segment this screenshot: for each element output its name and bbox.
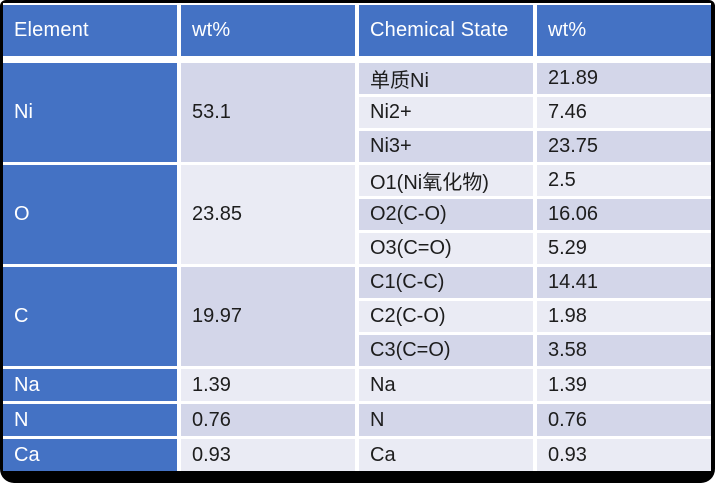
state-cell: O1(Ni氧化物): [359, 165, 533, 196]
state-wt-cell: 5.29: [537, 233, 711, 264]
element-wt-cell-na: 1.39: [181, 369, 355, 401]
state-wt-cell: 14.41: [537, 267, 711, 298]
header-element: Element: [3, 5, 177, 56]
state-cell: 单质Ni: [359, 63, 533, 94]
state-wt-cell: 23.75: [537, 131, 711, 162]
table-panel: Element wt% Chemical State wt% Ni O C Na…: [3, 3, 711, 471]
state-cell: O2(C-O): [359, 199, 533, 230]
state-wt-cell: 1.98: [537, 301, 711, 332]
state-cell: Na: [359, 369, 533, 401]
header-wt-left: wt%: [181, 5, 355, 56]
state-wt-cell: 1.39: [537, 369, 711, 401]
state-cell: C2(C-O): [359, 301, 533, 332]
element-cell-ni: Ni: [3, 63, 177, 162]
element-wt-cell-ni: 53.1: [181, 63, 355, 162]
state-cell: N: [359, 404, 533, 436]
table-header-row: Element wt% Chemical State wt%: [3, 5, 711, 56]
element-wt-cell-o: 23.85: [181, 165, 355, 264]
state-wt-cell: 0.76: [537, 404, 711, 436]
state-wt-cell: 16.06: [537, 199, 711, 230]
state-cell: O3(C=O): [359, 233, 533, 264]
state-wt-cell: 0.93: [537, 439, 711, 471]
element-wt-cell-ca: 0.93: [181, 439, 355, 471]
element-cell-c: C: [3, 267, 177, 366]
element-cell-na: Na: [3, 369, 177, 401]
state-wt-cell: 21.89: [537, 63, 711, 94]
element-cell-o: O: [3, 165, 177, 264]
element-wt-cell-c: 19.97: [181, 267, 355, 366]
state-wt-cell: 7.46: [537, 97, 711, 128]
element-cell-ca: Ca: [3, 439, 177, 471]
table-body: Ni O C Na N Ca 53.1 23.85 19.97 1.39 0.7…: [3, 63, 711, 471]
state-wt-cell: 2.5: [537, 165, 711, 196]
header-chemical-state: Chemical State: [359, 5, 533, 56]
header-wt-right: wt%: [537, 5, 711, 56]
element-wt-cell-n: 0.76: [181, 404, 355, 436]
state-cell: C1(C-C): [359, 267, 533, 298]
element-cell-n: N: [3, 404, 177, 436]
state-cell: Ni3+: [359, 131, 533, 162]
state-wt-cell: 3.58: [537, 335, 711, 366]
state-cell: Ni2+: [359, 97, 533, 128]
state-cell: Ca: [359, 439, 533, 471]
state-cell: C3(C=O): [359, 335, 533, 366]
